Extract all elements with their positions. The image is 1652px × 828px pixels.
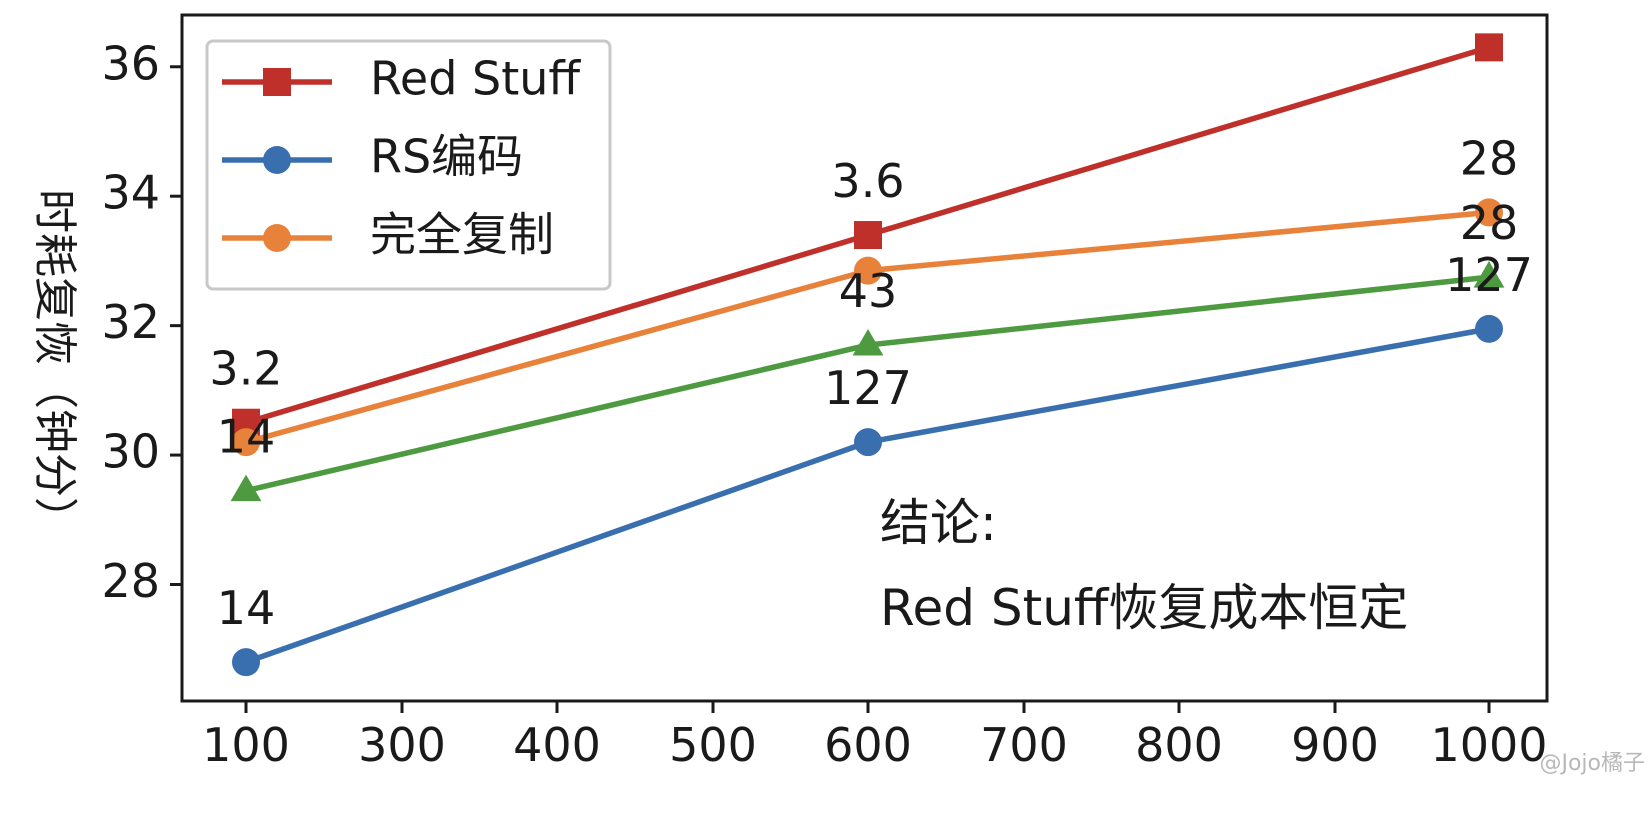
legend-label: 完全复制: [370, 208, 554, 262]
data-label: 127: [824, 361, 912, 415]
y-tick-label: 32: [101, 295, 160, 349]
x-tick-label: 500: [669, 718, 757, 772]
series-1: [232, 314, 1503, 677]
x-tick-label: 700: [980, 718, 1068, 772]
y-tick-label: 34: [101, 166, 160, 220]
data-point: [854, 256, 882, 285]
data-point: [1475, 198, 1503, 227]
y-axis: 28 30 32 34 36: [101, 36, 182, 608]
x-tick-label: 600: [824, 718, 912, 772]
series-2: [232, 198, 1503, 457]
data-label: 3.2: [209, 342, 282, 396]
series-3: [230, 261, 1505, 502]
y-tick-label: 36: [101, 36, 160, 90]
legend-item: 完全复制: [222, 208, 554, 262]
x-tick-label: 400: [513, 718, 601, 772]
legend-item: Red Stuff: [222, 52, 581, 106]
legend-swatch-marker: [263, 68, 291, 96]
legend-swatch-marker: [263, 146, 291, 174]
data-point: [232, 648, 260, 677]
legend-item: RS编码: [222, 130, 523, 184]
conclusion-text: Red Stuff恢复成本恒定: [880, 579, 1408, 637]
x-tick-label: 900: [1291, 718, 1379, 772]
conclusion-title: 结论:: [880, 494, 997, 552]
legend-label: Red Stuff: [370, 52, 581, 106]
data-point: [854, 428, 882, 457]
data-point: [1473, 261, 1505, 288]
x-tick-label: 100: [202, 718, 290, 772]
conclusion-annotation: 结论: Red Stuff恢复成本恒定: [880, 494, 1408, 637]
y-axis-label: 时耗复恢（钟分）: [29, 189, 80, 541]
legend-swatch-marker: [263, 224, 291, 252]
x-axis: 100 300 400 500 600 700 800 900 1000: [202, 701, 1548, 772]
legend-box: [205, 39, 612, 291]
watermark: @Jojo橘子: [1539, 751, 1645, 776]
data-point: [854, 221, 882, 250]
data-label: 28: [1460, 196, 1519, 250]
data-point: [232, 428, 260, 457]
y-tick-label: 30: [101, 425, 160, 479]
x-tick-label: 1000: [1430, 718, 1547, 772]
data-label: 127: [1445, 248, 1533, 302]
data-label: 43: [839, 264, 898, 318]
data-label: 3.6: [831, 154, 904, 208]
x-tick-label: 800: [1135, 718, 1223, 772]
data-point: [852, 328, 884, 356]
x-tick-label: 300: [358, 718, 446, 772]
data-point: [230, 474, 262, 502]
data-point: [1475, 33, 1503, 62]
series-layer: [230, 33, 1505, 677]
data-label: 14: [217, 410, 276, 464]
data-label: 28: [1460, 131, 1519, 185]
legend-label: RS编码: [370, 130, 523, 184]
data-point: [1475, 314, 1503, 343]
data-label: 14: [217, 581, 276, 635]
y-tick-label: 28: [101, 554, 160, 608]
